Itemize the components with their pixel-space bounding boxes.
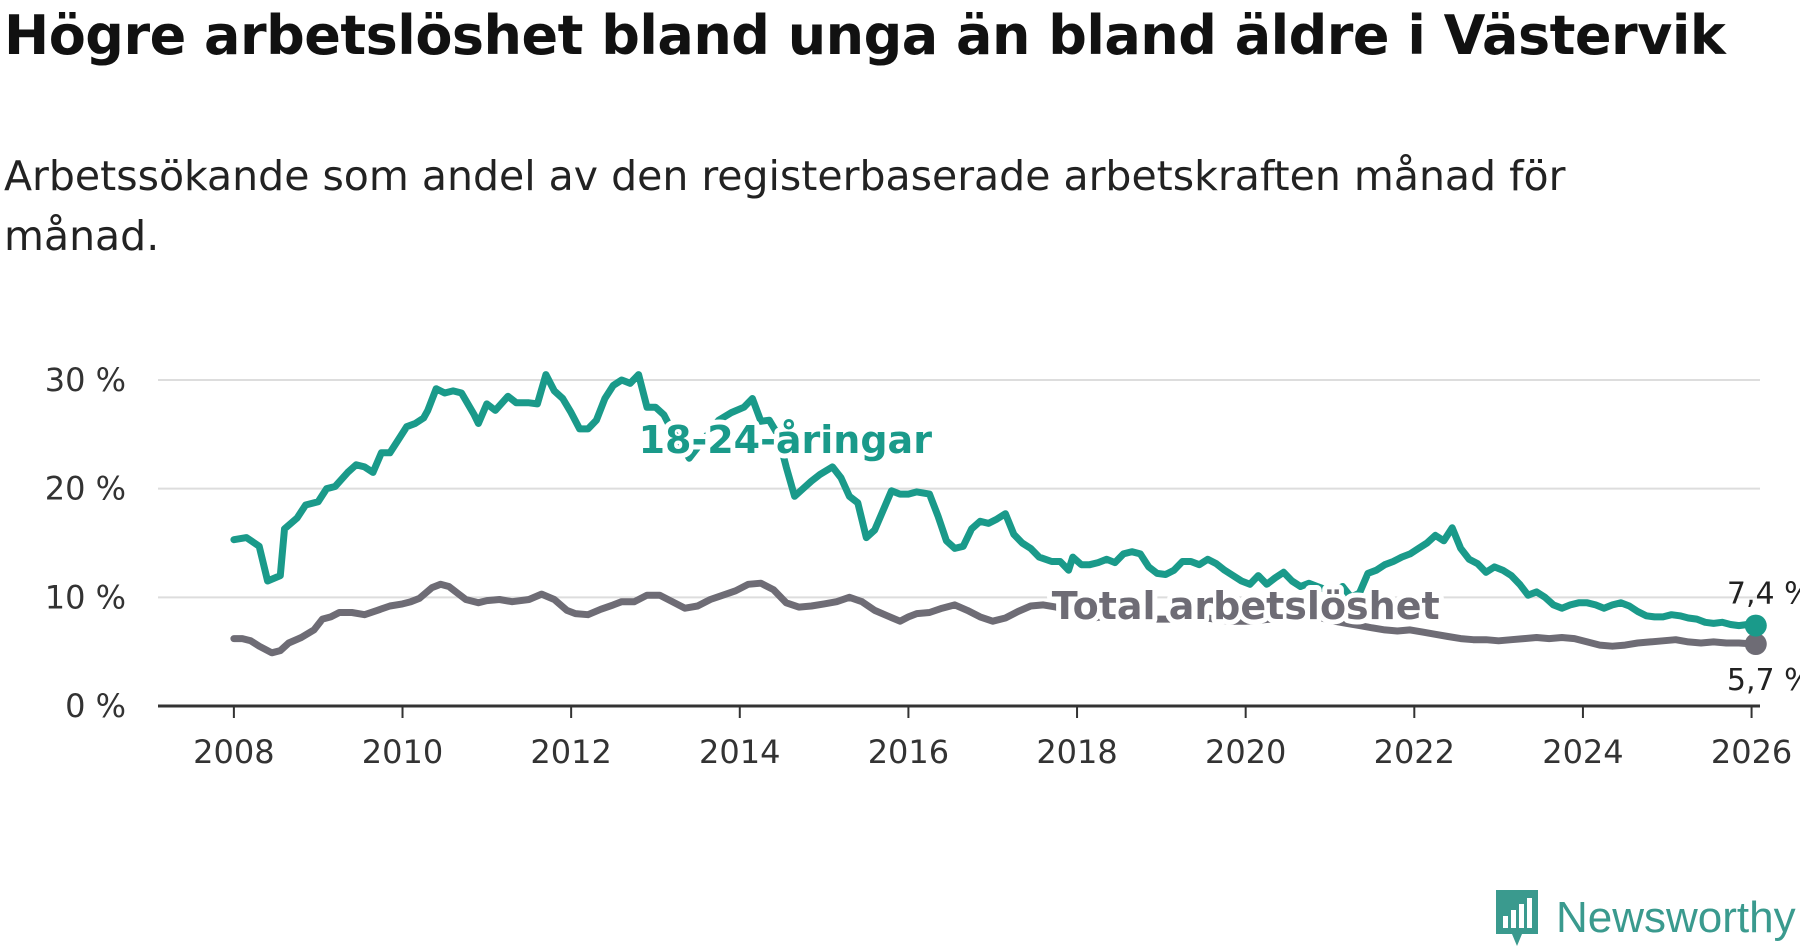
x-tick-label-2012: 2012 (530, 733, 611, 771)
y-tick-label-30: 30 % (45, 361, 126, 399)
x-tick-label-2018: 2018 (1036, 733, 1117, 771)
youth-end-value-label: 7,4 % (1727, 577, 1800, 612)
x-tick-label-2014: 2014 (699, 733, 780, 771)
total-series-end-point (1744, 633, 1767, 656)
chart-title: Högre arbetslöshet bland unga än bland ä… (4, 4, 1726, 67)
total-end-value-label: 5,7 % (1727, 663, 1800, 698)
youth-series-line (230, 371, 1760, 630)
x-tick-label-2024: 2024 (1542, 733, 1623, 771)
brand-name: Newsworthy (1556, 893, 1796, 942)
total-series-line (230, 579, 1760, 657)
x-tick-label-2008: 2008 (193, 733, 274, 771)
y-tick-label-0: 0 % (65, 687, 126, 725)
x-tick-label-2016: 2016 (868, 733, 949, 771)
x-tick-label-2010: 2010 (362, 733, 443, 771)
total-series-label: Total arbetslöshet (1052, 584, 1440, 628)
youth-series-end-point (1744, 614, 1767, 637)
youth-series-label: 18-24-åringar (639, 418, 933, 462)
newsworthy-logo-icon (1496, 890, 1538, 946)
newsworthy-brand: Newsworthy (1492, 888, 1796, 948)
y-tick-label-20: 20 % (45, 470, 126, 508)
x-tick-label-2026: 2026 (1711, 733, 1792, 771)
y-tick-label-10: 10 % (45, 578, 126, 616)
x-tick-label-2022: 2022 (1374, 733, 1455, 771)
chart-subtitle: Arbetssökande som andel av den registerb… (4, 152, 1566, 260)
x-tick-label-2020: 2020 (1205, 733, 1286, 771)
